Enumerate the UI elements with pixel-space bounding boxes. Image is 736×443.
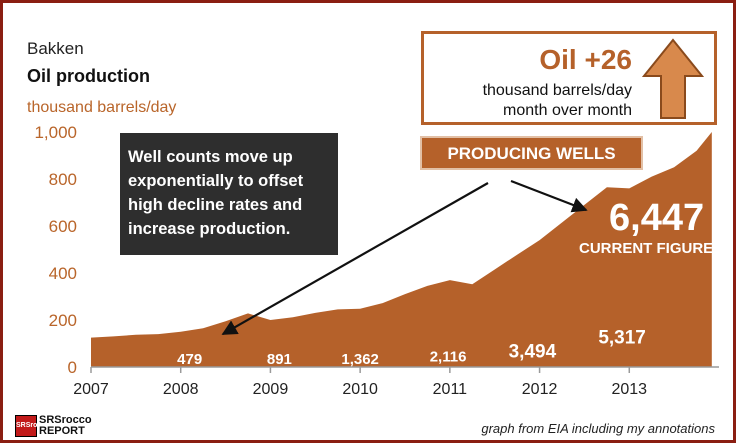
production-area (91, 132, 712, 367)
y-tick-label: 400 (49, 264, 77, 283)
srsrocco-logo: SRSrocco SRSrocco REPORT (15, 414, 111, 439)
current-figure-label: CURRENT FIGURE (579, 240, 714, 257)
x-tick-label: 2010 (342, 381, 378, 398)
logo-line-1: SRSrocco (39, 414, 92, 426)
y-tick-label: 600 (49, 217, 77, 236)
x-tick-label: 2008 (163, 381, 199, 398)
chart-title: Oil production (27, 66, 150, 86)
y-tick-label: 800 (49, 170, 77, 189)
month-over-month-box: Oil +26 thousand barrels/day month over … (421, 31, 717, 125)
well-count-labels: 479 891 1,362 2,116 3,494 5,317 (177, 328, 646, 368)
wells-arrow-to-2008 (221, 182, 489, 336)
y-tick-label: 1,000 (34, 123, 77, 142)
x-tick-label: 2012 (522, 381, 558, 398)
logo-line-2: REPORT (39, 425, 85, 437)
well-count-label: 1,362 (341, 351, 379, 368)
x-tick-label: 2009 (253, 381, 289, 398)
well-count-label: 5,317 (598, 328, 646, 349)
x-tick-label: 2013 (611, 381, 647, 398)
region-label: Bakken (27, 39, 84, 58)
producing-wells-label: PRODUCING WELLS (420, 136, 643, 170)
mom-change-value: Oil +26 (539, 44, 632, 75)
wells-arrow-to-current (510, 179, 588, 213)
y-axis: 0 200 400 600 800 1,000 (34, 123, 77, 377)
current-wells-value: 6,447 (609, 197, 705, 239)
well-count-label: 479 (177, 351, 202, 368)
source-note: graph from EIA including my annotations (481, 421, 715, 436)
well-count-label: 2,116 (430, 349, 467, 366)
up-arrow-icon (642, 38, 704, 119)
x-tick-label: 2007 (73, 381, 109, 398)
well-count-label: 3,494 (509, 342, 557, 363)
unit-label: thousand barrels/day (27, 99, 177, 116)
x-axis: 2007 2008 2009 2010 2011 2012 2013 (73, 367, 647, 398)
y-tick-label: 200 (49, 311, 77, 330)
well-count-label: 891 (267, 351, 292, 368)
mom-period-line: month over month (503, 102, 632, 119)
y-tick-label: 0 (68, 358, 77, 377)
logo-badge-icon: SRSrocco (15, 415, 49, 437)
annotation-arrows (221, 179, 588, 336)
x-tick-label: 2011 (433, 381, 468, 398)
mom-unit-line: thousand barrels/day (482, 82, 632, 99)
well-count-callout: Well counts move up exponentially to off… (120, 133, 338, 255)
